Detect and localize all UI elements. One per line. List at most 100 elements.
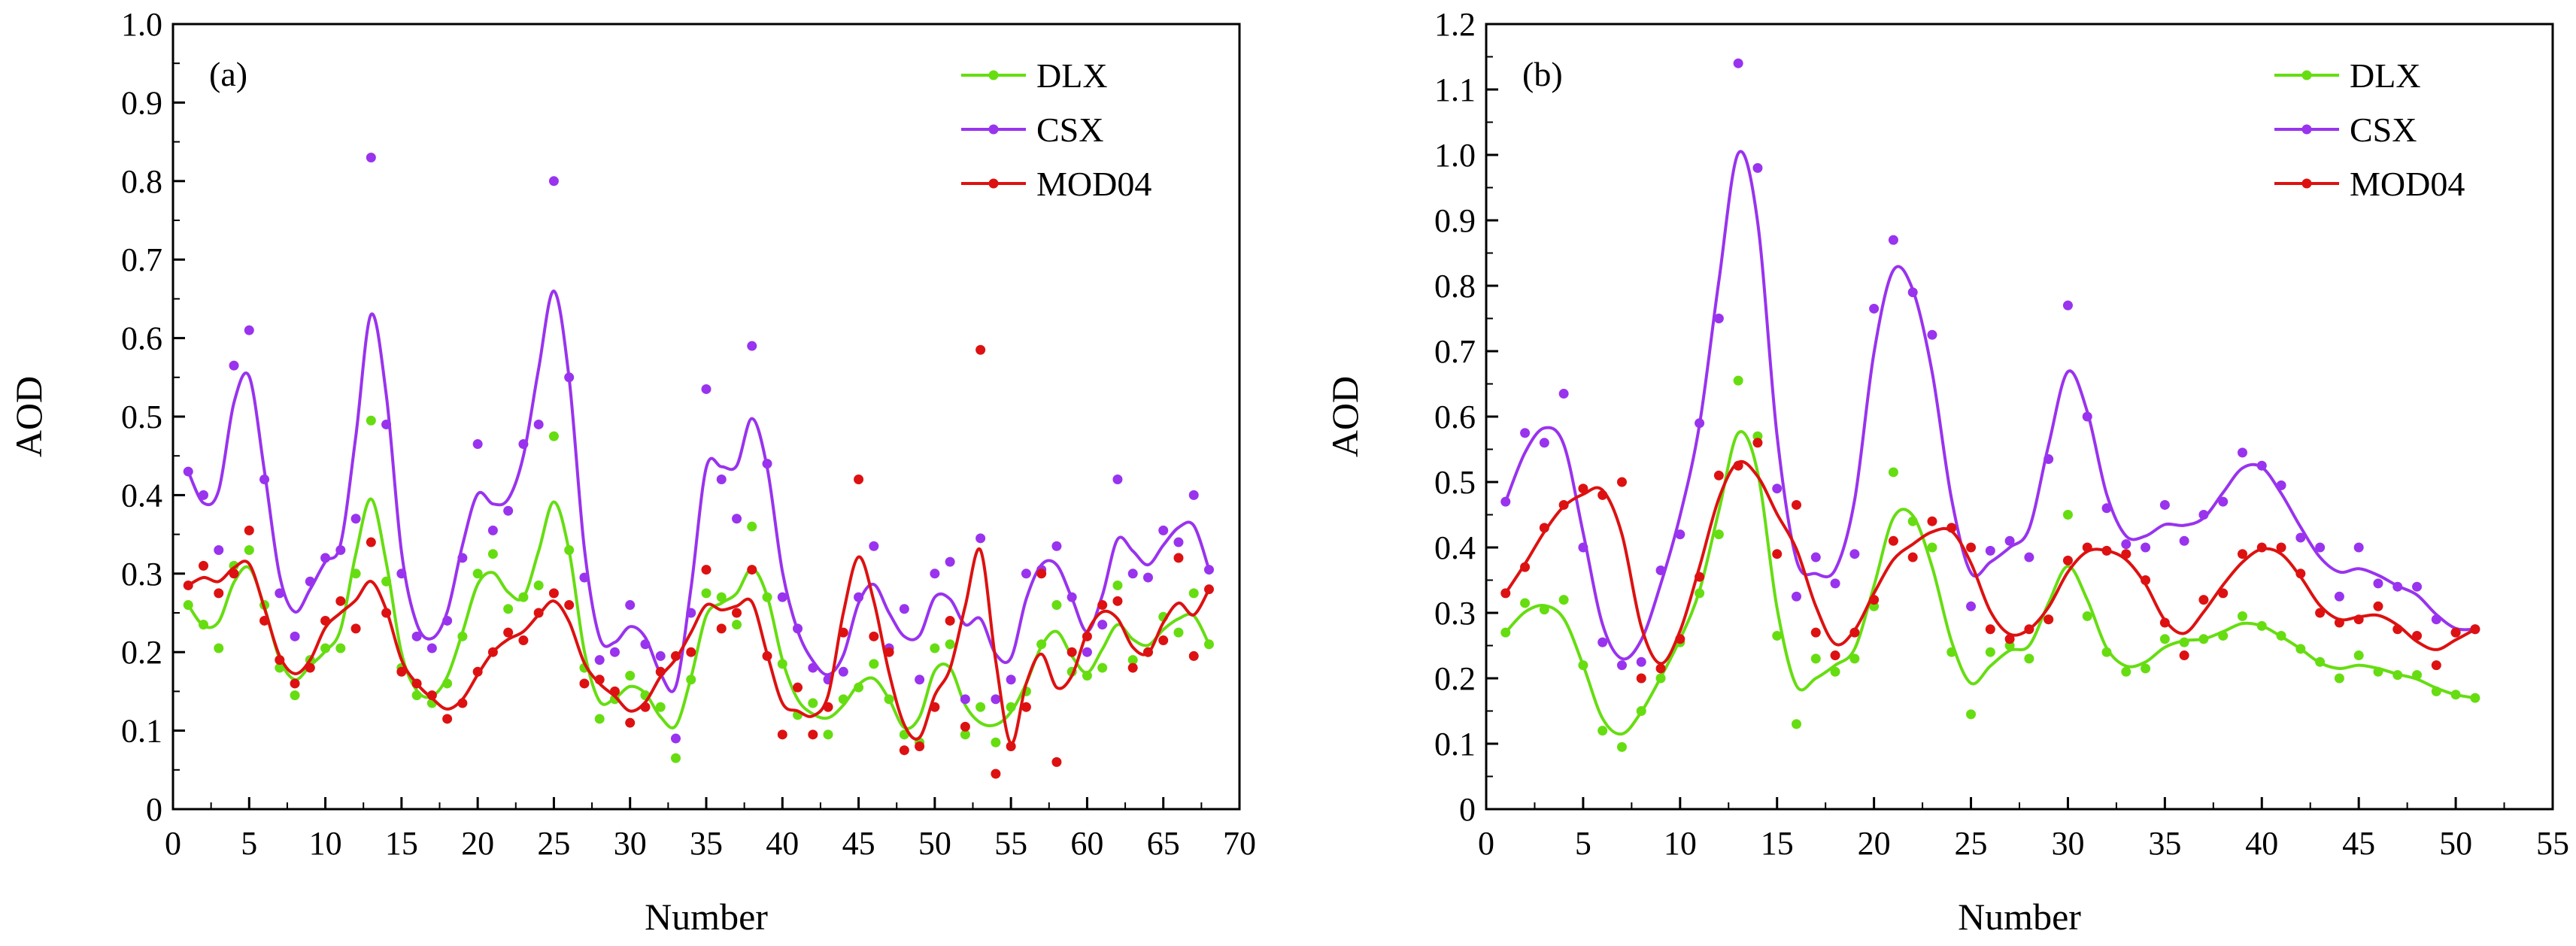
data-point-mod04 <box>199 560 209 571</box>
data-point-dlx <box>2276 630 2286 641</box>
data-point-dlx <box>1036 639 1047 650</box>
x-axis-title: Number <box>645 896 768 938</box>
data-point-csx <box>869 541 879 551</box>
data-point-dlx <box>1830 666 1840 677</box>
data-point-dlx <box>975 702 986 712</box>
data-point-csx <box>1097 620 1108 630</box>
data-point-dlx <box>884 694 894 705</box>
data-point-dlx <box>625 671 636 681</box>
data-point-mod04 <box>2121 549 2131 559</box>
data-point-csx <box>548 176 559 186</box>
series-csx <box>1500 58 2480 671</box>
data-point-mod04 <box>1675 634 1685 644</box>
panel-a: 0 0.1 0.2 0.3 0.4 0.5 0.6 0.7 0.8 0.9 1.0 0 5 10 15 20 2… <box>8 6 1256 938</box>
data-point-dlx <box>533 580 544 590</box>
data-point-dlx <box>1655 673 1666 684</box>
series-line-mod04 <box>187 547 1211 745</box>
data-point-csx <box>1907 287 1918 298</box>
data-point-csx <box>1888 235 1898 245</box>
data-point-mod04 <box>1792 499 1802 510</box>
data-point-csx <box>2412 581 2423 592</box>
data-point-mod04 <box>305 663 315 673</box>
legend-label-csx: CSX <box>2350 111 2417 149</box>
data-point-mod04 <box>2062 555 2073 565</box>
data-point-csx <box>426 643 437 653</box>
data-point-mod04 <box>747 565 757 575</box>
data-point-dlx <box>2121 666 2131 677</box>
data-point-mod04 <box>686 647 696 657</box>
data-point-mod04 <box>548 588 559 599</box>
data-point-csx <box>2237 447 2247 458</box>
data-point-mod04 <box>1616 477 1627 487</box>
series-dlx <box>1500 375 2480 752</box>
x-tick-label: 70 <box>1223 825 1256 862</box>
data-point-csx <box>457 553 468 563</box>
data-point-mod04 <box>396 666 407 677</box>
data-point-csx <box>2044 454 2054 465</box>
data-point-dlx <box>1888 467 1898 478</box>
legend-marker-csx <box>988 124 999 135</box>
data-point-csx <box>2159 499 2170 510</box>
data-point-csx <box>2101 503 2112 514</box>
data-point-csx <box>640 639 651 650</box>
data-point-csx <box>1203 565 1214 575</box>
y-tick-label: 1.0 <box>1434 137 1476 174</box>
data-point-csx <box>838 666 848 677</box>
data-point-mod04 <box>290 678 300 689</box>
data-point-dlx <box>1112 580 1123 590</box>
data-point-csx <box>1597 637 1608 647</box>
data-point-mod04 <box>1636 673 1646 684</box>
data-point-csx <box>1636 656 1646 667</box>
legend-label-csx: CSX <box>1036 111 1103 149</box>
x-tick-label: 40 <box>2245 825 2278 862</box>
data-point-mod04 <box>518 635 529 646</box>
data-point-mod04 <box>1539 523 1549 533</box>
data-point-csx <box>2373 578 2383 589</box>
x-tick-label: 30 <box>614 825 647 862</box>
y-tick-label: 1.0 <box>121 6 162 43</box>
data-point-csx <box>2315 542 2326 553</box>
data-point-dlx <box>869 659 879 669</box>
data-point-dlx <box>1985 647 1995 657</box>
data-point-csx <box>2141 542 2151 553</box>
legend-marker-mod04 <box>988 178 999 189</box>
data-point-mod04 <box>1203 584 1214 595</box>
data-point-csx <box>1021 569 1031 579</box>
data-point-dlx <box>945 639 955 650</box>
data-point-dlx <box>2198 634 2209 644</box>
data-point-mod04 <box>214 588 224 599</box>
data-point-csx <box>732 514 742 524</box>
y-tick-label: 0.4 <box>121 477 162 514</box>
y-tick-label: 0.6 <box>1434 399 1476 435</box>
data-point-dlx <box>1097 663 1108 673</box>
legend-marker-dlx <box>988 70 999 80</box>
data-point-dlx <box>366 415 376 426</box>
data-point-csx <box>305 576 315 587</box>
data-point-csx <box>335 544 346 555</box>
data-point-mod04 <box>838 627 848 638</box>
data-point-csx <box>472 439 483 450</box>
data-point-csx <box>747 341 757 351</box>
y-tick-label: 0 <box>146 791 162 828</box>
data-point-dlx <box>1927 542 1937 553</box>
data-point-dlx <box>2237 611 2247 621</box>
data-point-mod04 <box>1520 562 1531 572</box>
data-point-dlx <box>823 729 833 740</box>
data-point-mod04 <box>2431 660 2441 671</box>
data-point-mod04 <box>945 615 955 626</box>
data-point-mod04 <box>1695 572 1705 582</box>
data-point-dlx <box>1946 647 1957 657</box>
data-point-csx <box>214 544 224 555</box>
data-point-dlx <box>487 549 498 559</box>
y-tick-label: 1.1 <box>1434 71 1476 108</box>
data-point-csx <box>655 650 666 661</box>
data-point-csx <box>1792 591 1802 602</box>
data-point-dlx <box>2334 673 2344 684</box>
data-point-mod04 <box>1067 647 1077 657</box>
panel-label: (a) <box>209 55 247 93</box>
data-point-mod04 <box>2470 624 2480 635</box>
data-point-mod04 <box>2315 608 2326 618</box>
data-point-mod04 <box>670 650 681 661</box>
data-point-csx <box>701 384 712 394</box>
data-point-csx <box>1188 490 1199 500</box>
